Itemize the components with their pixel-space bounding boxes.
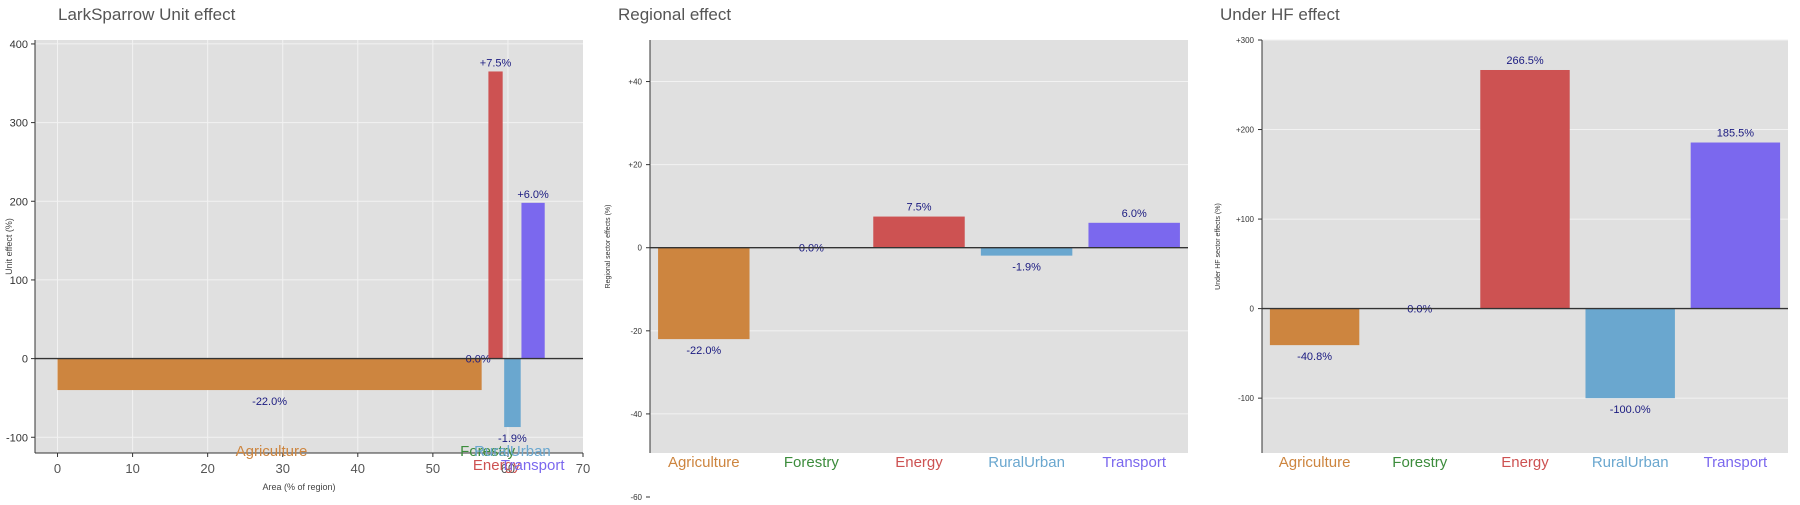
data-label-energy: 7.5% bbox=[906, 202, 931, 214]
category-label-ruralurban: RuralUrban bbox=[1592, 454, 1669, 471]
data-label-forestry: 0.0% bbox=[466, 354, 491, 366]
category-label-agriculture: Agriculture bbox=[668, 454, 740, 471]
y-tick-label: +40 bbox=[628, 78, 642, 87]
y-axis-label: Unit effect (%) bbox=[4, 218, 14, 275]
data-label-agriculture: -22.0% bbox=[252, 396, 287, 408]
data-label-forestry: 0.0% bbox=[799, 243, 824, 255]
category-label-transport: Transport bbox=[1102, 454, 1166, 471]
y-tick-label: -20 bbox=[630, 327, 642, 336]
y-tick-label: -60 bbox=[630, 493, 642, 500]
bar-agriculture bbox=[57, 358, 482, 391]
y-tick-label: -40 bbox=[630, 410, 642, 419]
under-hf-effect-panel: Under HF effect -100 0 +100 +200 +300 -40.8% A… bbox=[1200, 0, 1800, 500]
category-label-ruralurban: RuralUrban bbox=[988, 454, 1065, 471]
data-label-transport: 6.0% bbox=[1122, 208, 1147, 220]
under-hf-effect-title: Under HF effect bbox=[1220, 5, 1340, 24]
data-label-agriculture: -40.8% bbox=[1297, 351, 1332, 363]
bar-transport bbox=[1690, 142, 1781, 309]
bar-ruralurban bbox=[1585, 308, 1675, 399]
y-tick-label: 300 bbox=[10, 118, 28, 130]
data-label-forestry: 0.0% bbox=[1407, 304, 1432, 316]
y-tick-label: 0 bbox=[638, 244, 643, 253]
bar-energy bbox=[1480, 69, 1570, 309]
data-label-agriculture: -22.0% bbox=[686, 345, 721, 357]
bar-transport bbox=[521, 202, 545, 359]
x-tick-label: 40 bbox=[351, 461, 365, 476]
category-label-agriculture: Agriculture bbox=[236, 443, 308, 460]
bar-energy bbox=[873, 216, 965, 248]
category-label-energy: Energy bbox=[1501, 454, 1549, 471]
bar-ruralurban bbox=[504, 358, 521, 428]
category-label-forestry: Forestry bbox=[1392, 454, 1448, 471]
y-tick-label: -100 bbox=[6, 432, 28, 444]
under-hf-effect-chart: -100 0 +100 +200 +300 -40.8% Agriculture 0.0% Fo… bbox=[1215, 36, 1788, 471]
x-tick-label: 20 bbox=[200, 461, 214, 476]
bar-agriculture bbox=[658, 247, 750, 340]
unit-effect-panel: LarkSparrow Unit effect 0 10 20 30 40 50 60 70 -… bbox=[0, 0, 600, 500]
x-axis-label: Area (% of region) bbox=[262, 482, 335, 492]
category-label-ruralurban: RuralUrban bbox=[474, 443, 551, 460]
x-tick-label: 30 bbox=[275, 461, 289, 476]
data-label-transport: 185.5% bbox=[1717, 128, 1755, 140]
y-tick-label: 400 bbox=[10, 39, 28, 51]
x-tick-label: 60 bbox=[501, 461, 515, 476]
bar-ruralurban bbox=[980, 247, 1073, 256]
data-label-ruralurban: -100.0% bbox=[1610, 404, 1651, 416]
data-label-energy: 266.5% bbox=[1506, 55, 1544, 67]
y-tick-label: 200 bbox=[10, 196, 28, 208]
y-axis-label: Under HF sector effects (%) bbox=[1215, 203, 1222, 290]
y-tick-label: +300 bbox=[1236, 36, 1255, 45]
category-label-transport: Transport bbox=[1704, 454, 1768, 471]
x-tick-label: 50 bbox=[426, 461, 440, 476]
unit-effect-chart: 0 10 20 30 40 50 60 70 -100 0 100 200 300 400 -22.0% 0.… bbox=[4, 39, 590, 492]
regional-effect-title: Regional effect bbox=[618, 5, 732, 24]
x-tick-label: 10 bbox=[125, 461, 139, 476]
y-tick-label: 100 bbox=[10, 275, 28, 287]
y-tick-label: +100 bbox=[1236, 215, 1255, 224]
category-label-forestry: Forestry bbox=[460, 443, 516, 460]
y-axis-label: Regional sector effects (%) bbox=[605, 205, 612, 289]
data-label-energy: +7.5% bbox=[480, 57, 512, 69]
category-label-energy: Energy bbox=[473, 457, 521, 474]
y-tick-label: +200 bbox=[1236, 126, 1255, 135]
y-tick-label: -100 bbox=[1238, 394, 1255, 403]
y-tick-label: +20 bbox=[628, 161, 642, 170]
data-label-ruralurban: -1.9% bbox=[1012, 262, 1041, 274]
bar-agriculture bbox=[1269, 308, 1360, 346]
x-tick-label: 0 bbox=[54, 461, 61, 476]
regional-effect-chart: -60 -40 -20 0 +20 +40 -22.0% Agriculture 0.0% For… bbox=[605, 40, 1188, 502]
category-label-transport: Transport bbox=[501, 457, 565, 474]
y-tick-label: 0 bbox=[1250, 305, 1255, 314]
category-label-agriculture: Agriculture bbox=[1279, 454, 1351, 471]
regional-effect-panel: Regional effect -60 -40 -20 0 +20 +40 -22.0% Ag… bbox=[600, 0, 1200, 502]
category-label-energy: Energy bbox=[895, 454, 943, 471]
y-tick-label: 0 bbox=[22, 354, 28, 366]
data-label-ruralurban: -1.9% bbox=[498, 433, 527, 445]
category-label-forestry: Forestry bbox=[784, 454, 840, 471]
data-label-transport: +6.0% bbox=[517, 189, 549, 201]
x-tick-label: 70 bbox=[576, 461, 590, 476]
unit-effect-title: LarkSparrow Unit effect bbox=[58, 5, 236, 24]
bar-energy bbox=[488, 71, 503, 359]
bar-transport bbox=[1088, 222, 1180, 248]
